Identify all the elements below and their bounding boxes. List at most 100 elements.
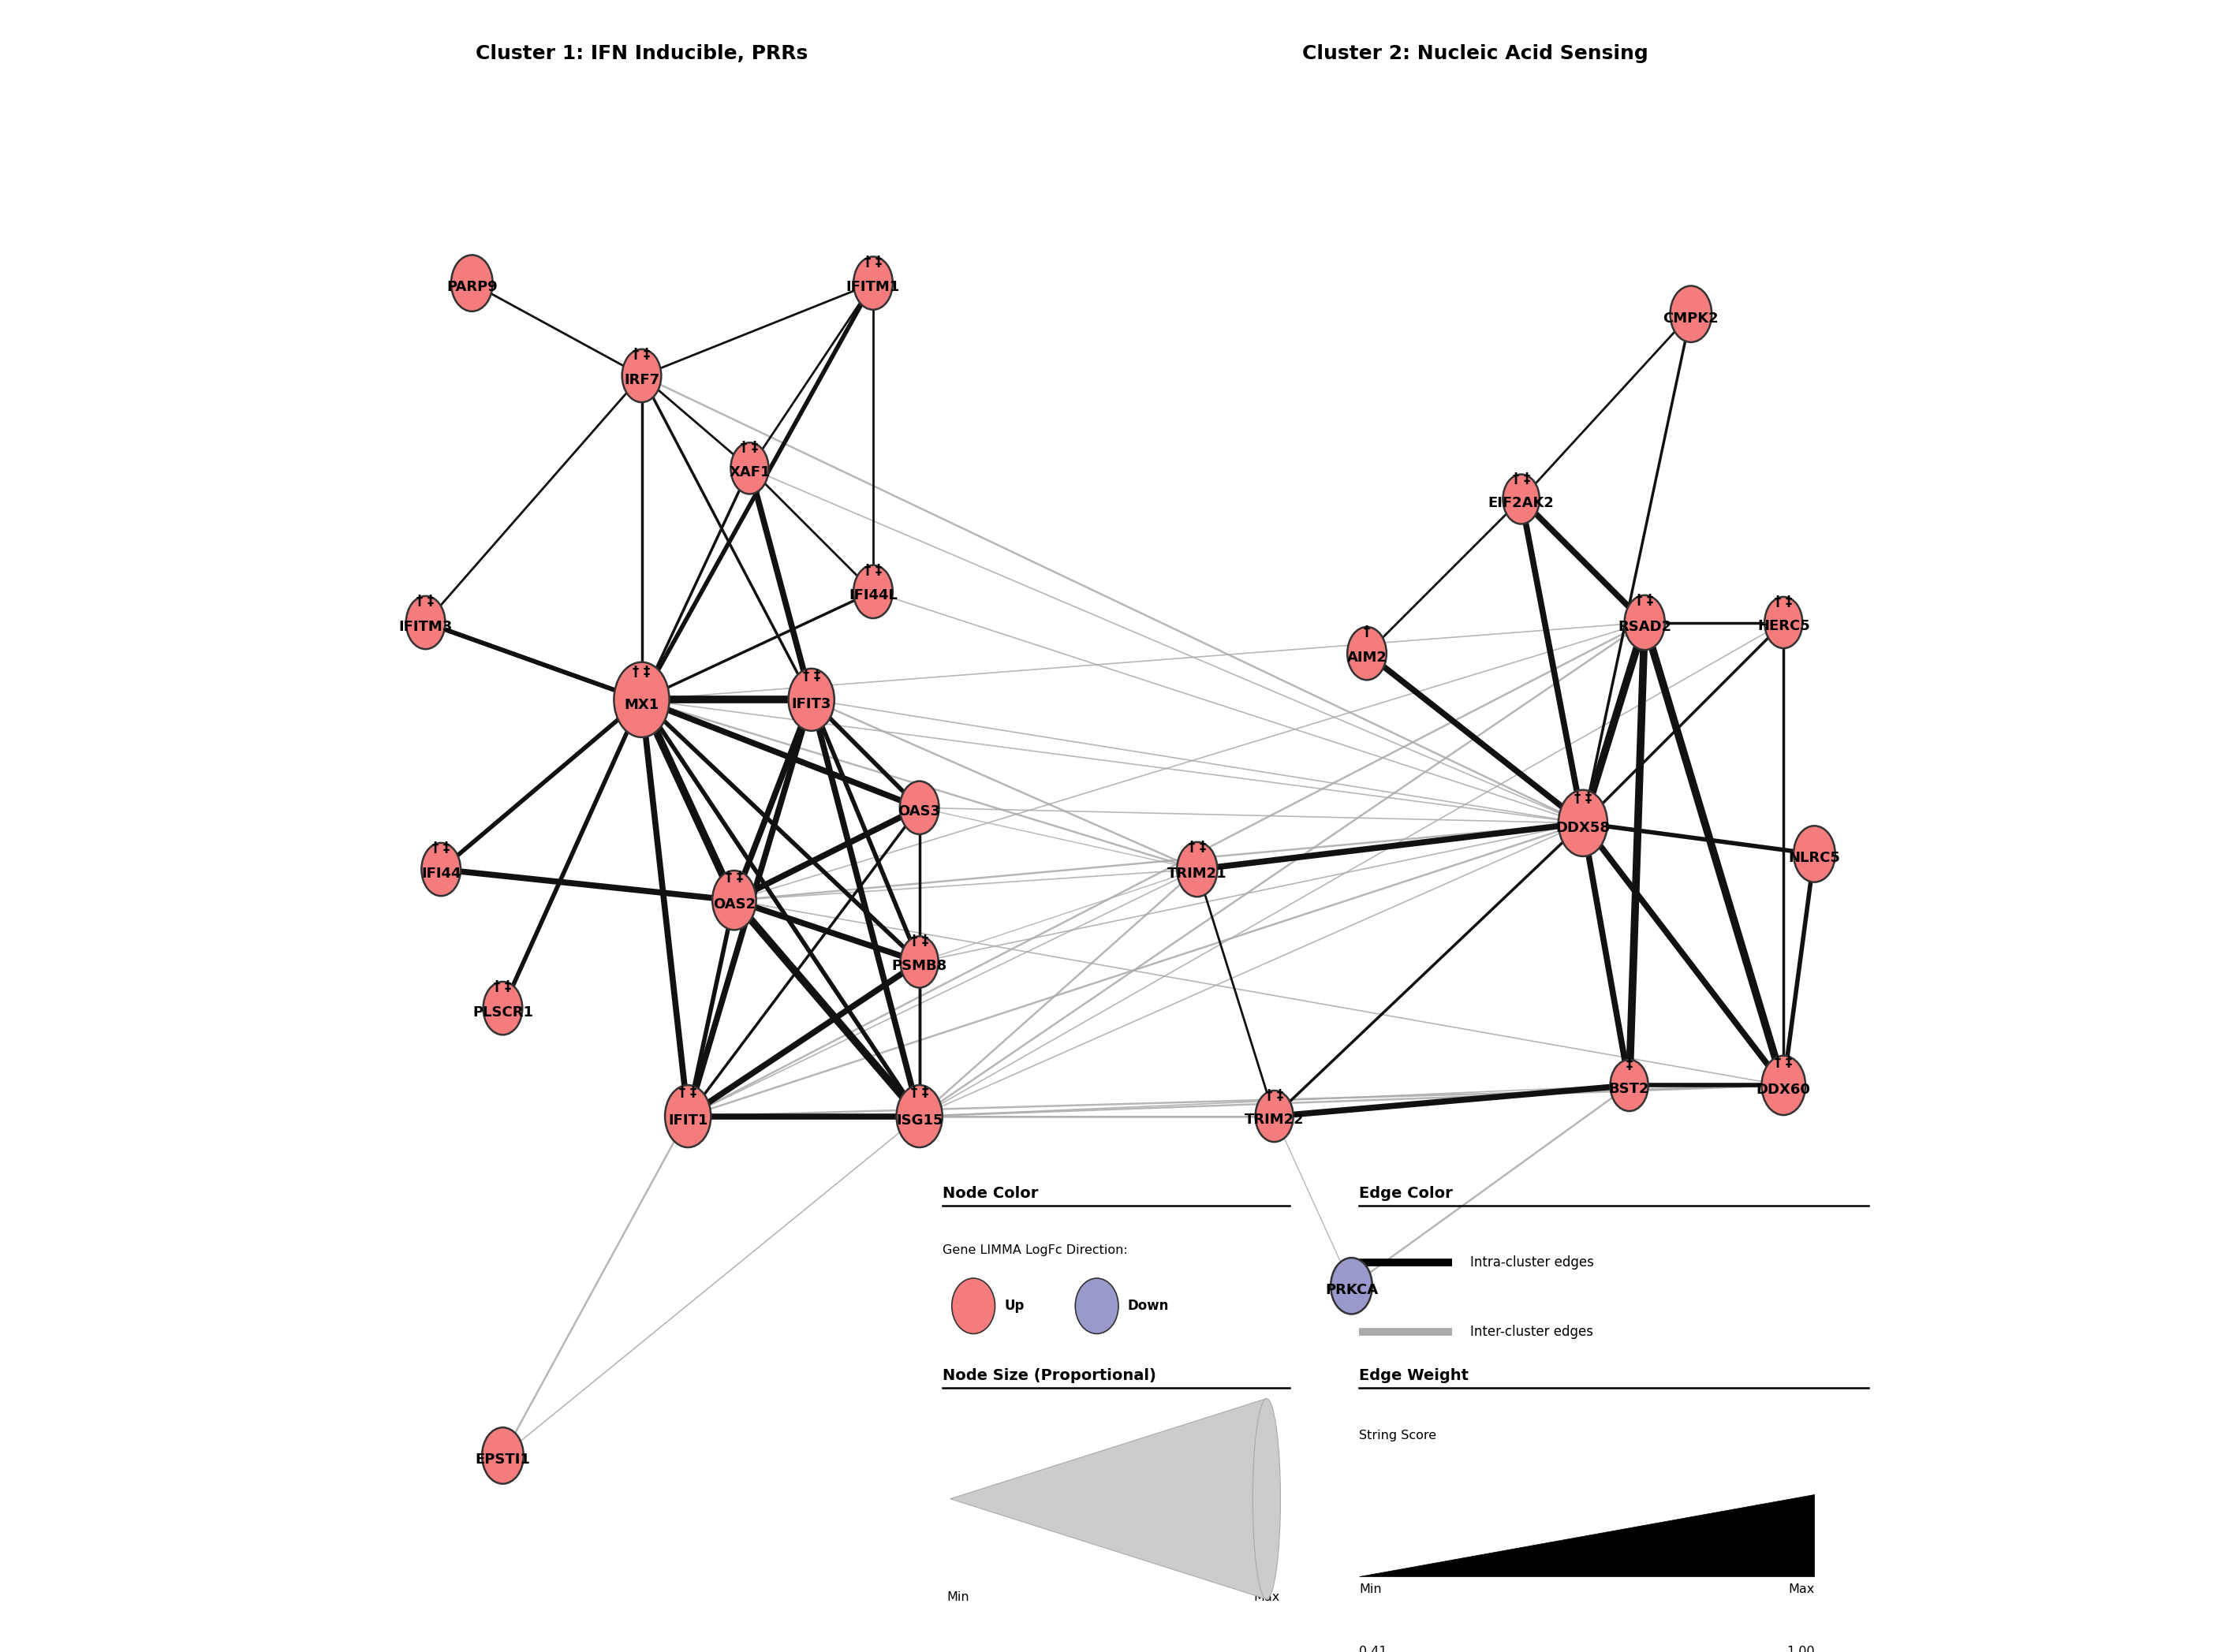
Text: 1.00: 1.00 — [1785, 1645, 1814, 1652]
Ellipse shape — [730, 443, 768, 494]
Text: †: † — [1364, 624, 1371, 639]
Text: ISG15: ISG15 — [896, 1113, 943, 1128]
Text: Cluster 1: IFN Inducible, PRRs: Cluster 1: IFN Inducible, PRRs — [475, 45, 809, 63]
Text: † ‡: † ‡ — [634, 664, 650, 679]
Text: † ‡: † ‡ — [1774, 595, 1792, 608]
Text: OAS2: OAS2 — [712, 897, 755, 912]
Ellipse shape — [1254, 1090, 1292, 1142]
Text: Cluster 2: Nucleic Acid Sensing: Cluster 2: Nucleic Acid Sensing — [1301, 45, 1649, 63]
Ellipse shape — [900, 781, 939, 834]
Polygon shape — [1360, 1493, 1814, 1576]
Text: † ‡: † ‡ — [741, 439, 759, 454]
Text: † ‡: † ‡ — [1635, 593, 1653, 608]
Text: Min: Min — [948, 1591, 970, 1602]
Text: IFITM1: IFITM1 — [847, 281, 900, 294]
Ellipse shape — [853, 256, 894, 309]
Text: IFI44: IFI44 — [421, 866, 461, 881]
Text: PARP9: PARP9 — [446, 281, 497, 294]
Text: Inter-cluster edges: Inter-cluster edges — [1469, 1325, 1593, 1340]
Text: † ‡: † ‡ — [1575, 791, 1593, 805]
Ellipse shape — [614, 662, 670, 737]
Text: CMPK2: CMPK2 — [1662, 311, 1718, 325]
Ellipse shape — [405, 596, 446, 649]
Text: IFI44L: IFI44L — [849, 588, 898, 603]
Text: † ‡: † ‡ — [865, 254, 883, 269]
Text: † ‡: † ‡ — [912, 1085, 927, 1099]
Text: IFITM3: IFITM3 — [399, 620, 452, 634]
Text: Edge Weight: Edge Weight — [1360, 1368, 1469, 1383]
Text: IRF7: IRF7 — [625, 373, 659, 387]
Text: IFIT3: IFIT3 — [791, 697, 831, 712]
Ellipse shape — [1346, 626, 1387, 681]
Ellipse shape — [1559, 790, 1608, 856]
Text: † ‡: † ‡ — [1512, 471, 1530, 486]
Text: DDX58: DDX58 — [1557, 821, 1611, 836]
Text: TRIM21: TRIM21 — [1167, 866, 1228, 881]
Text: † ‡: † ‡ — [417, 593, 435, 608]
Text: Down: Down — [1127, 1298, 1169, 1313]
Text: † ‡: † ‡ — [912, 933, 927, 948]
Text: † ‡: † ‡ — [865, 563, 883, 577]
Text: EIF2AK2: EIF2AK2 — [1487, 496, 1555, 510]
Ellipse shape — [1671, 286, 1711, 342]
Text: † ‡: † ‡ — [1189, 841, 1205, 854]
Text: Up: Up — [1004, 1298, 1024, 1313]
Ellipse shape — [1761, 1056, 1805, 1115]
Text: IFIT1: IFIT1 — [668, 1113, 708, 1128]
Text: † ‡: † ‡ — [1266, 1089, 1284, 1102]
Ellipse shape — [1503, 474, 1539, 524]
Ellipse shape — [1765, 596, 1803, 648]
Text: † ‡: † ‡ — [495, 980, 511, 993]
Ellipse shape — [482, 1427, 524, 1483]
Text: NLRC5: NLRC5 — [1788, 851, 1841, 866]
Text: PSMB8: PSMB8 — [892, 958, 948, 973]
Text: † ‡: † ‡ — [1774, 1056, 1792, 1069]
Text: XAF1: XAF1 — [728, 466, 771, 479]
Text: PRKCA: PRKCA — [1326, 1284, 1378, 1297]
Text: Node Size (Proportional): Node Size (Proportional) — [943, 1368, 1156, 1383]
Text: RSAD2: RSAD2 — [1617, 620, 1671, 634]
Ellipse shape — [484, 981, 522, 1034]
Text: Intra-cluster edges: Intra-cluster edges — [1469, 1256, 1595, 1270]
Text: MX1: MX1 — [625, 699, 659, 712]
Ellipse shape — [1331, 1257, 1373, 1313]
Text: DDX60: DDX60 — [1756, 1082, 1810, 1097]
Ellipse shape — [421, 843, 461, 895]
Ellipse shape — [853, 565, 894, 618]
Ellipse shape — [788, 669, 833, 730]
Ellipse shape — [900, 937, 939, 988]
Text: HERC5: HERC5 — [1756, 620, 1810, 633]
Ellipse shape — [1176, 843, 1216, 897]
Ellipse shape — [450, 254, 493, 311]
Ellipse shape — [1075, 1279, 1118, 1333]
Text: † ‡: † ‡ — [679, 1085, 697, 1099]
Text: 0.41: 0.41 — [1360, 1645, 1387, 1652]
Ellipse shape — [896, 1085, 943, 1148]
Text: † ‡: † ‡ — [802, 669, 820, 682]
Text: TRIM22: TRIM22 — [1245, 1113, 1304, 1127]
Ellipse shape — [665, 1085, 710, 1148]
Ellipse shape — [1794, 826, 1835, 882]
Ellipse shape — [952, 1279, 995, 1333]
Text: EPSTI1: EPSTI1 — [475, 1452, 531, 1467]
Ellipse shape — [623, 349, 661, 403]
Text: † ‡: † ‡ — [634, 347, 650, 362]
Text: † ‡: † ‡ — [726, 869, 744, 884]
Polygon shape — [950, 1399, 1266, 1599]
Ellipse shape — [1611, 1059, 1649, 1112]
Text: BST2: BST2 — [1608, 1082, 1649, 1097]
Text: Node Color: Node Color — [943, 1186, 1039, 1201]
Ellipse shape — [1624, 595, 1664, 649]
Text: Max: Max — [1788, 1584, 1814, 1596]
Text: Min: Min — [1360, 1584, 1382, 1596]
Text: String Score: String Score — [1360, 1429, 1436, 1441]
Ellipse shape — [712, 871, 757, 930]
Text: Edge Color: Edge Color — [1360, 1186, 1454, 1201]
Text: † ‡: † ‡ — [432, 841, 450, 854]
Ellipse shape — [1252, 1399, 1281, 1599]
Text: Gene LIMMA LogFc Direction:: Gene LIMMA LogFc Direction: — [943, 1244, 1127, 1256]
Text: Max: Max — [1254, 1591, 1279, 1602]
Text: OAS3: OAS3 — [898, 805, 941, 819]
Text: PLSCR1: PLSCR1 — [473, 1004, 533, 1019]
Text: AIM2: AIM2 — [1346, 651, 1387, 664]
